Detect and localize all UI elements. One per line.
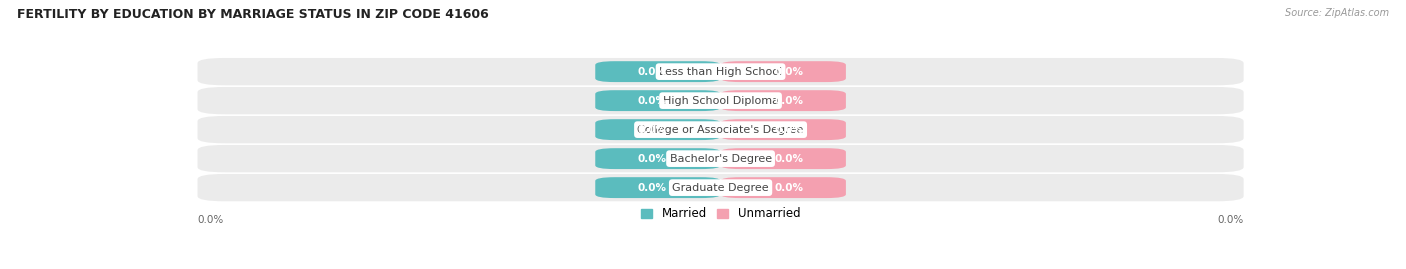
Legend: Married, Unmarried: Married, Unmarried	[636, 203, 806, 225]
Text: 0.0%: 0.0%	[775, 67, 804, 77]
FancyBboxPatch shape	[197, 58, 1244, 85]
FancyBboxPatch shape	[721, 148, 846, 169]
Text: Graduate Degree: Graduate Degree	[672, 183, 769, 193]
FancyBboxPatch shape	[197, 145, 1244, 172]
FancyBboxPatch shape	[595, 90, 721, 111]
Text: 0.0%: 0.0%	[637, 154, 666, 164]
FancyBboxPatch shape	[595, 61, 721, 82]
Text: 0.0%: 0.0%	[637, 96, 666, 106]
Text: 0.0%: 0.0%	[775, 154, 804, 164]
Text: 0.0%: 0.0%	[775, 125, 804, 134]
Text: 0.0%: 0.0%	[637, 183, 666, 193]
FancyBboxPatch shape	[197, 87, 1244, 114]
FancyBboxPatch shape	[197, 116, 1244, 143]
Text: 0.0%: 0.0%	[775, 183, 804, 193]
FancyBboxPatch shape	[197, 174, 1244, 201]
FancyBboxPatch shape	[595, 148, 721, 169]
FancyBboxPatch shape	[595, 119, 721, 140]
Text: 0.0%: 0.0%	[197, 215, 224, 225]
Text: Source: ZipAtlas.com: Source: ZipAtlas.com	[1285, 8, 1389, 18]
FancyBboxPatch shape	[721, 90, 846, 111]
FancyBboxPatch shape	[721, 119, 846, 140]
Text: College or Associate's Degree: College or Associate's Degree	[637, 125, 804, 134]
Text: Bachelor's Degree: Bachelor's Degree	[669, 154, 772, 164]
Text: Less than High School: Less than High School	[659, 67, 782, 77]
FancyBboxPatch shape	[595, 177, 721, 198]
Text: 0.0%: 0.0%	[775, 96, 804, 106]
Text: 0.0%: 0.0%	[637, 125, 666, 134]
FancyBboxPatch shape	[721, 177, 846, 198]
Text: 0.0%: 0.0%	[1218, 215, 1244, 225]
Text: FERTILITY BY EDUCATION BY MARRIAGE STATUS IN ZIP CODE 41606: FERTILITY BY EDUCATION BY MARRIAGE STATU…	[17, 8, 489, 21]
FancyBboxPatch shape	[721, 61, 846, 82]
Text: High School Diploma: High School Diploma	[662, 96, 779, 106]
Text: 0.0%: 0.0%	[637, 67, 666, 77]
